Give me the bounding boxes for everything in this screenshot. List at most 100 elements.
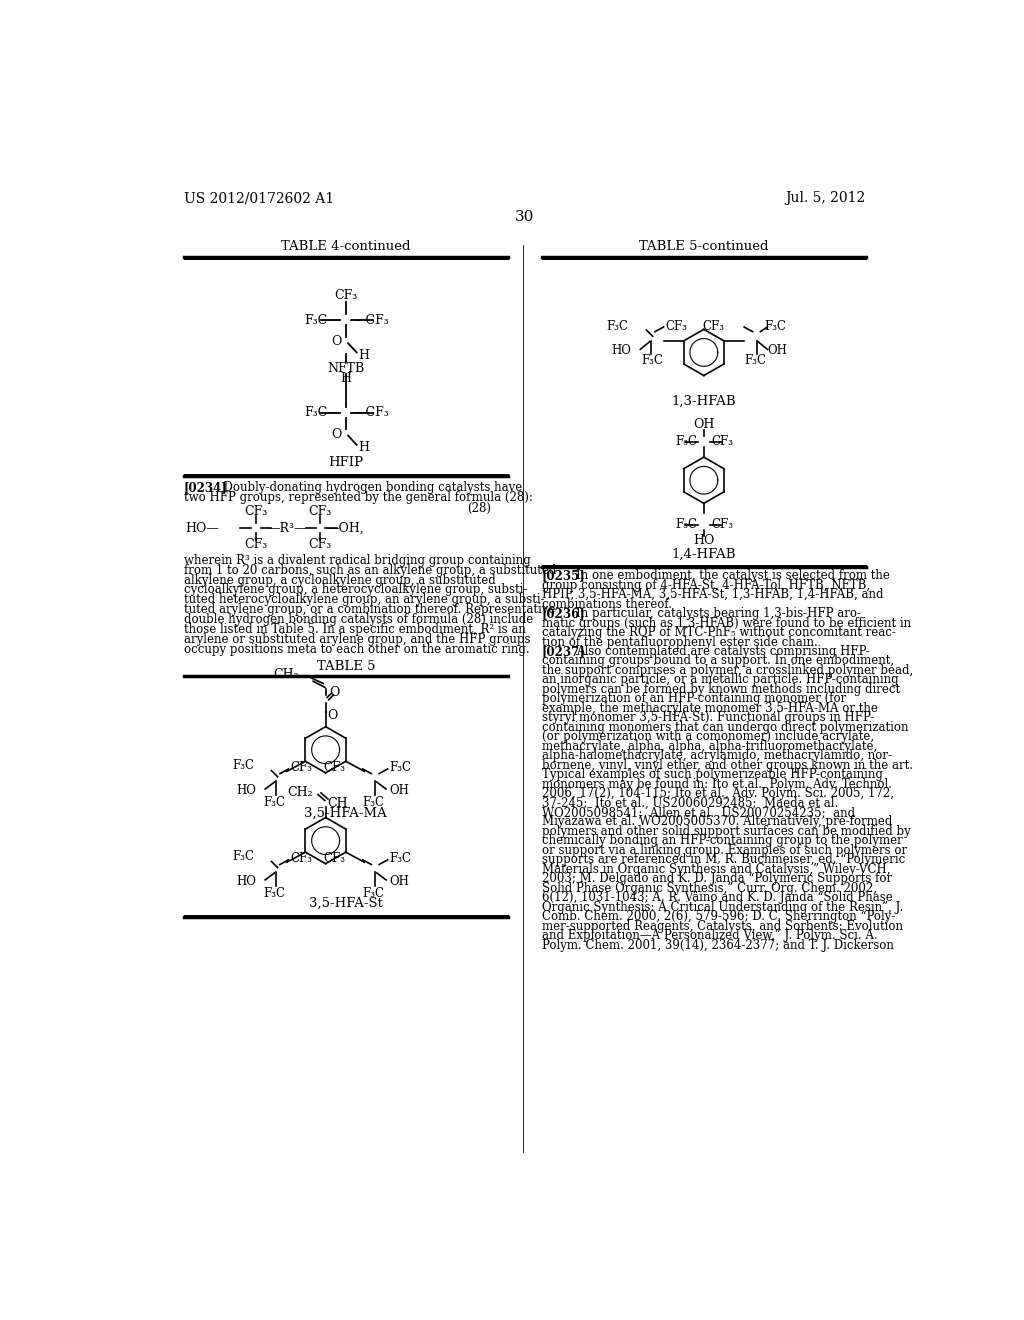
Text: F₃C: F₃C (263, 887, 286, 900)
Text: 3,5-HFA-St: 3,5-HFA-St (309, 898, 383, 911)
Text: 2003; M. Delgado and K. D. Janda “Polymeric Supports for: 2003; M. Delgado and K. D. Janda “Polyme… (542, 873, 892, 886)
Text: —CF₃: —CF₃ (353, 314, 389, 326)
Text: In one embodiment, the catalyst is selected from the: In one embodiment, the catalyst is selec… (575, 569, 890, 582)
Text: CF₃: CF₃ (712, 436, 733, 449)
Text: Miyazawa et al. WO2005005370. Alternatively, pre-formed: Miyazawa et al. WO2005005370. Alternativ… (542, 816, 892, 829)
Text: arylene or substituted arylene group, and the HFP groups: arylene or substituted arylene group, an… (183, 632, 530, 645)
Text: F₃C: F₃C (389, 851, 412, 865)
Text: H: H (340, 372, 351, 385)
Text: H: H (358, 348, 370, 362)
Text: CF₃: CF₃ (324, 760, 346, 774)
Text: HFIP: HFIP (329, 455, 364, 469)
Text: methacrylate, alpha, alpha, alpha-trifluoromethacrylate,: methacrylate, alpha, alpha, alpha-triflu… (542, 739, 878, 752)
Text: CF₃: CF₃ (324, 851, 346, 865)
Text: Also contemplated are catalysts comprising HFP-: Also contemplated are catalysts comprisi… (575, 645, 869, 657)
Text: F₃C: F₃C (362, 887, 385, 900)
Text: those listed in Table 5. In a specific embodiment, R² is an: those listed in Table 5. In a specific e… (183, 623, 525, 636)
Text: Organic Synthesis: A Critical Understanding of the Resin”, J.: Organic Synthesis: A Critical Understand… (542, 900, 903, 913)
Text: containing groups bound to a support. In one embodiment,: containing groups bound to a support. In… (542, 655, 894, 668)
Text: O: O (328, 709, 338, 722)
Text: polymers can be formed by known methods including direct: polymers can be formed by known methods … (542, 682, 900, 696)
Text: mer-supported Reagents, Catalysts, and Sorbents: Evolution: mer-supported Reagents, Catalysts, and S… (542, 920, 903, 933)
Text: HPIP, 3,5-HFA-MA, 3,5-HFA-St, 1,3-HFAB, 1,4-HFAB, and: HPIP, 3,5-HFA-MA, 3,5-HFA-St, 1,3-HFAB, … (542, 589, 884, 601)
Text: —R³—: —R³— (267, 521, 306, 535)
Text: Typical examples of such polymerizeable HFP-containing: Typical examples of such polymerizeable … (542, 768, 883, 781)
Text: —OH,: —OH, (327, 521, 365, 535)
Text: example, the methacrylate monomer 3,5-HFA-MA or the: example, the methacrylate monomer 3,5-HF… (542, 702, 878, 715)
Text: F₃C: F₃C (263, 796, 286, 809)
Text: supports are referenced in M. R. Buchmeiser, ed. “Polymeric: supports are referenced in M. R. Buchmei… (542, 853, 905, 866)
Text: monomers may be found in: Ito et al., Polym. Adv. Technol.: monomers may be found in: Ito et al., Po… (542, 777, 892, 791)
Text: OH: OH (389, 784, 409, 797)
Text: CH: CH (328, 797, 348, 810)
Text: HO: HO (611, 345, 631, 358)
Text: (28): (28) (467, 502, 490, 515)
Text: two HFP groups, represented by the general formula (28):: two HFP groups, represented by the gener… (183, 491, 532, 504)
Text: F₃C: F₃C (764, 319, 786, 333)
Text: the support comprises a polymer, a crosslinked polymer bead,: the support comprises a polymer, a cross… (542, 664, 913, 677)
Text: NFTB: NFTB (327, 362, 365, 375)
Text: alkylene group, a cycloalkylene group, a substituted: alkylene group, a cycloalkylene group, a… (183, 574, 496, 586)
Text: O: O (330, 686, 340, 700)
Text: F₃C: F₃C (744, 354, 766, 367)
Text: combinations thereof.: combinations thereof. (542, 598, 672, 611)
Text: F₃C: F₃C (232, 759, 254, 772)
Text: 2006, 17(2), 104-115; Ito et al., Adv. Polym. Sci. 2005, 172,: 2006, 17(2), 104-115; Ito et al., Adv. P… (542, 787, 894, 800)
Text: (or polymerization with a comonomer) include acrylate,: (or polymerization with a comonomer) inc… (542, 730, 873, 743)
Text: CF₃: CF₃ (712, 519, 733, 532)
Text: OH: OH (389, 875, 409, 888)
Text: CF₃: CF₃ (290, 760, 312, 774)
Text: bornene, vinyl, vinyl ether, and other groups known in the art.: bornene, vinyl, vinyl ether, and other g… (542, 759, 912, 772)
Text: an inorganic particle, or a metallic particle. HFP-containing: an inorganic particle, or a metallic par… (542, 673, 898, 686)
Text: chemically bonding an HFP-containing group to the polymer: chemically bonding an HFP-containing gro… (542, 834, 902, 847)
Text: OH: OH (693, 418, 715, 432)
Text: TABLE 4-continued: TABLE 4-continued (281, 240, 411, 253)
Text: [0236]: [0236] (542, 607, 586, 620)
Text: O: O (332, 428, 342, 441)
Text: F₃C: F₃C (676, 436, 697, 449)
Text: F₃C—: F₃C— (304, 314, 340, 326)
Text: CH₂: CH₂ (273, 668, 299, 681)
Text: CF₃: CF₃ (245, 539, 267, 552)
Text: 1,3-HFAB: 1,3-HFAB (672, 395, 736, 408)
Text: CF₃: CF₃ (245, 504, 267, 517)
Text: occupy positions meta to each other on the aromatic ring.: occupy positions meta to each other on t… (183, 643, 529, 656)
Text: containing monomers that can undergo direct polymerization: containing monomers that can undergo dir… (542, 721, 908, 734)
Text: F₃C—: F₃C— (304, 407, 340, 418)
Text: 1,4-HFAB: 1,4-HFAB (672, 548, 736, 561)
Text: HO: HO (693, 533, 715, 546)
Text: and Exploitation—A Personalized View,” J. Polym. Sci. A.: and Exploitation—A Personalized View,” J… (542, 929, 878, 942)
Text: F₃C: F₃C (362, 796, 385, 809)
Text: CF₃: CF₃ (308, 539, 332, 552)
Text: Polym. Chem. 2001, 39(14), 2364-2377; and T. J. Dickerson: Polym. Chem. 2001, 39(14), 2364-2377; an… (542, 939, 894, 952)
Text: TABLE 5-continued: TABLE 5-continued (639, 240, 769, 253)
Text: polymerization of an HFP-containing monomer (for: polymerization of an HFP-containing mono… (542, 693, 846, 705)
Text: F₃C: F₃C (676, 519, 697, 532)
Text: cycloalkylene group, a heterocycloalkylene group, substi-: cycloalkylene group, a heterocycloalkyle… (183, 583, 527, 597)
Text: 37-245;  Ito et al., US20060292485;  Maeda et al.: 37-245; Ito et al., US20060292485; Maeda… (542, 796, 838, 809)
Text: F₃C: F₃C (389, 760, 412, 774)
Text: F₃C: F₃C (606, 319, 628, 333)
Text: [0234]: [0234] (183, 482, 227, 495)
Text: CF₃: CF₃ (290, 851, 312, 865)
Text: [0237]: [0237] (542, 645, 586, 657)
Text: CF₃: CF₃ (666, 319, 687, 333)
Text: CH₂: CH₂ (288, 787, 313, 800)
Text: TABLE 5: TABLE 5 (316, 660, 375, 673)
Text: O: O (332, 335, 342, 348)
Text: 30: 30 (515, 210, 535, 224)
Text: F₃C: F₃C (232, 850, 254, 863)
Text: [0235]: [0235] (542, 569, 586, 582)
Text: 3,5-HFA-MA: 3,5-HFA-MA (304, 807, 387, 820)
Text: F₃C: F₃C (642, 354, 664, 367)
Text: CF₃: CF₃ (702, 319, 724, 333)
Text: Comb. Chem. 2000, 2(6), 579-596; D. C. Sherrington “Poly-: Comb. Chem. 2000, 2(6), 579-596; D. C. S… (542, 911, 895, 923)
Text: polymers and other solid support surfaces can be modified by: polymers and other solid support surface… (542, 825, 910, 838)
Text: matic groups (such as 1,3-HFAB) were found to be efficient in: matic groups (such as 1,3-HFAB) were fou… (542, 616, 911, 630)
Text: tion of the pentafluorophenyl ester side chain.: tion of the pentafluorophenyl ester side… (542, 635, 817, 648)
Text: styryl monomer 3,5-HFA-St). Functional groups in HFP-: styryl monomer 3,5-HFA-St). Functional g… (542, 711, 874, 725)
Text: HO: HO (236, 875, 256, 888)
Text: 6(12), 1031-1043; A. R. Väino and K. D. Janda “Solid Phase: 6(12), 1031-1043; A. R. Väino and K. D. … (542, 891, 893, 904)
Text: tuted heterocycloalkylene group, an arylene group, a substi-: tuted heterocycloalkylene group, an aryl… (183, 593, 545, 606)
Text: HO—: HO— (184, 521, 219, 535)
